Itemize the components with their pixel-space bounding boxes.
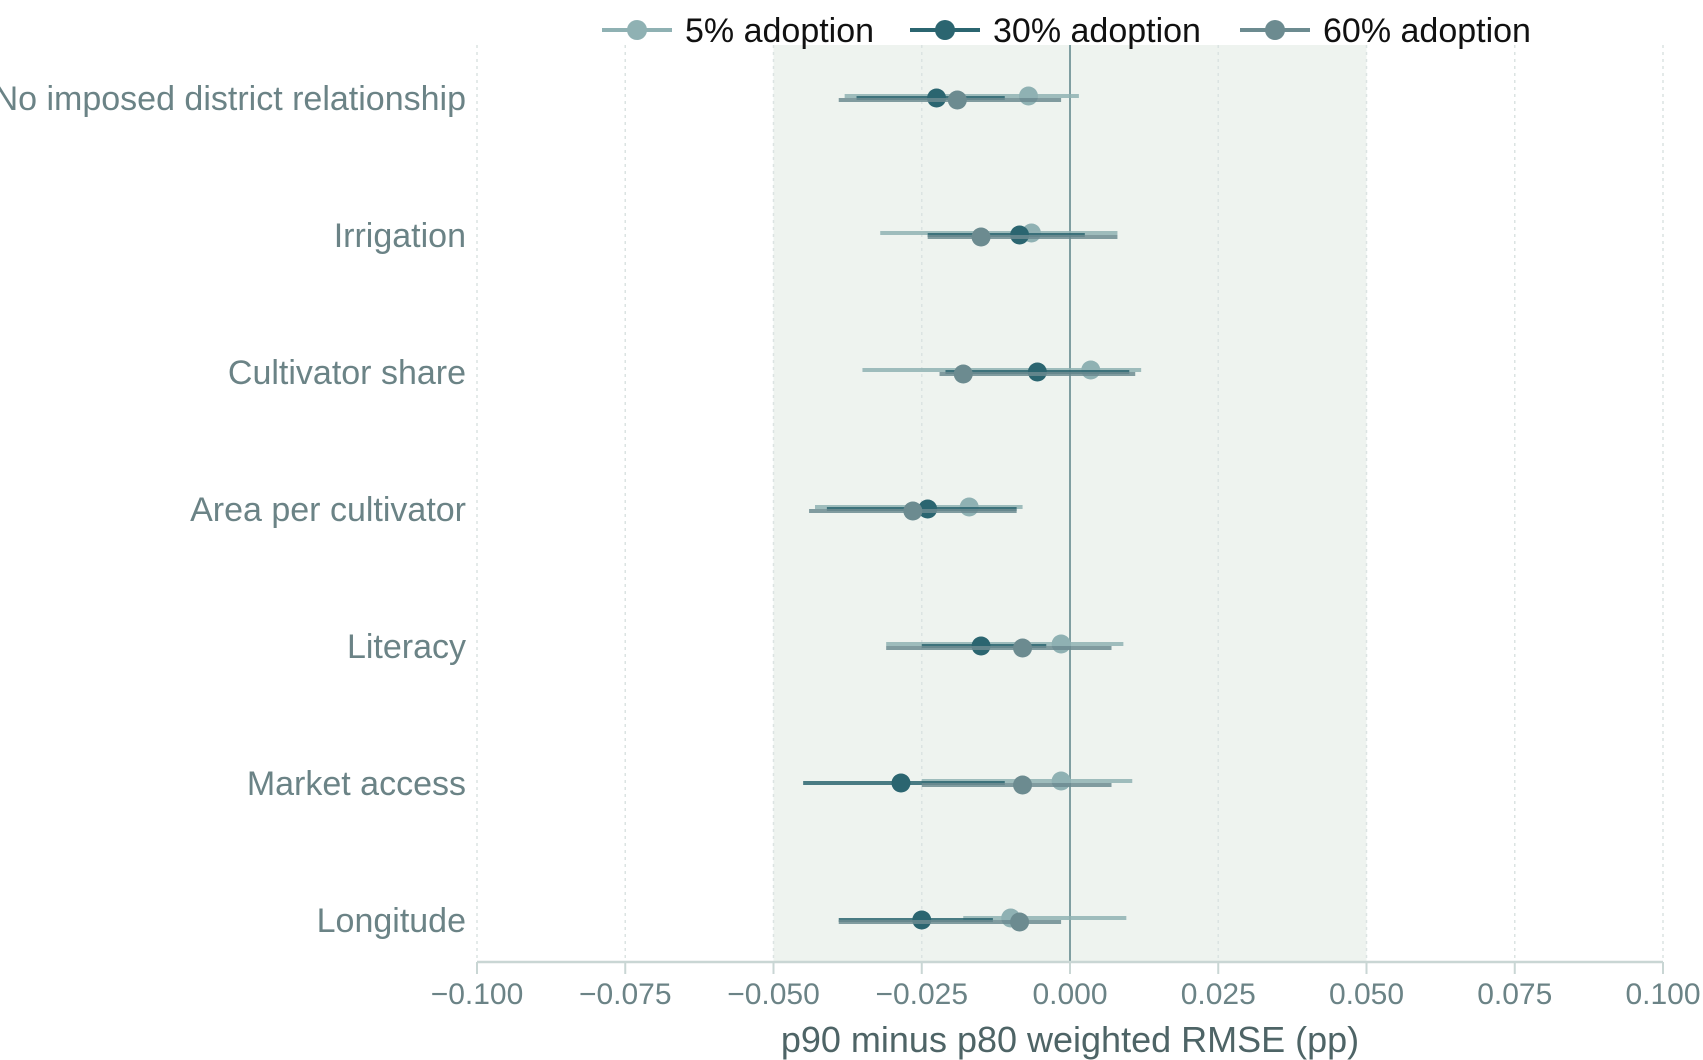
x-tick-label: −0.025 bbox=[875, 978, 968, 1011]
legend-marker bbox=[1265, 20, 1285, 40]
category-label: Irrigation bbox=[334, 217, 466, 255]
legend: 5% adoption 30% adoption 60% adoption bbox=[602, 12, 1531, 50]
x-tick-label: 0.100 bbox=[1625, 978, 1700, 1011]
x-axis: −0.100 −0.075 −0.050 −0.025 0.000 0.025 0.050 0… bbox=[431, 960, 1701, 1011]
x-axis-title: p90 minus p80 weighted RMSE (pp) bbox=[781, 1019, 1359, 1060]
category-label: Area per cultivator bbox=[190, 491, 466, 529]
category-labels: No imposed district relationship Irrigati… bbox=[0, 80, 466, 940]
category-label: No imposed district relationship bbox=[0, 80, 466, 118]
data-point bbox=[1010, 912, 1030, 932]
legend-item: 60% adoption bbox=[1240, 12, 1531, 50]
category-label: Longitude bbox=[317, 902, 466, 940]
x-tick-label: 0.050 bbox=[1329, 978, 1404, 1011]
data-point bbox=[971, 227, 991, 247]
x-tick-label: −0.050 bbox=[727, 978, 820, 1011]
x-tick-label: −0.100 bbox=[431, 978, 524, 1011]
x-tick-label: −0.075 bbox=[579, 978, 672, 1011]
legend-label: 60% adoption bbox=[1323, 12, 1531, 50]
x-tick-label: 0.025 bbox=[1181, 978, 1256, 1011]
legend-item: 30% adoption bbox=[910, 12, 1201, 50]
legend-label: 30% adoption bbox=[993, 12, 1201, 50]
data-point bbox=[947, 90, 967, 110]
data-point bbox=[1051, 634, 1071, 654]
legend-marker bbox=[627, 20, 647, 40]
x-tick-label: 0.000 bbox=[1032, 978, 1107, 1011]
data-point bbox=[903, 501, 923, 521]
data-point bbox=[891, 773, 911, 793]
data-point bbox=[953, 364, 973, 384]
legend-marker bbox=[935, 20, 955, 40]
category-label: Literacy bbox=[347, 628, 466, 666]
data-point bbox=[1013, 638, 1033, 658]
data-point bbox=[1018, 86, 1038, 106]
category-label: Market access bbox=[247, 765, 466, 803]
series-3 bbox=[809, 90, 1136, 932]
x-tick-label: 0.075 bbox=[1477, 978, 1552, 1011]
category-label: Cultivator share bbox=[228, 354, 466, 392]
data-point bbox=[1013, 775, 1033, 795]
legend-label: 5% adoption bbox=[685, 12, 874, 50]
series-layer bbox=[803, 86, 1142, 932]
legend-item: 5% adoption bbox=[602, 12, 874, 50]
data-point bbox=[1051, 771, 1071, 791]
